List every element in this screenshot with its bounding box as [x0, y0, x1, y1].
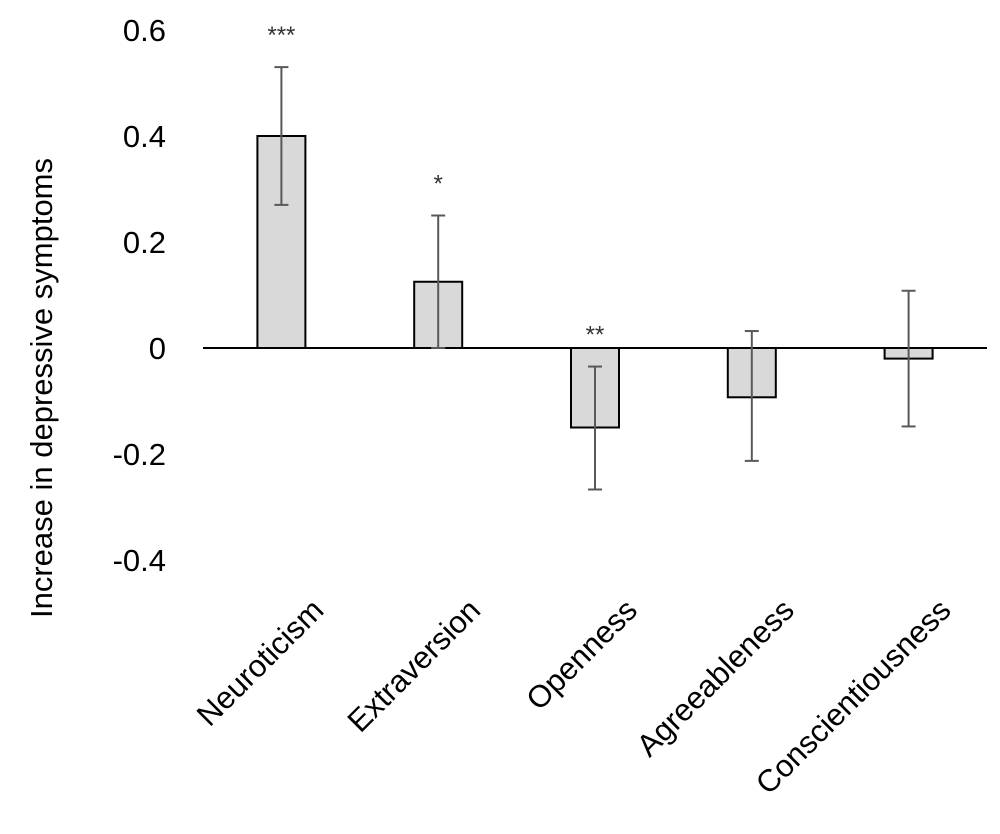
y-tick-label: -0.2 — [113, 437, 166, 472]
error-bar-neuroticism — [274, 66, 289, 206]
y-tick-label: 0.2 — [123, 225, 166, 260]
error-bar-agreeableness — [744, 330, 759, 462]
x-category-label: Extraversion — [341, 592, 488, 739]
error-bar-extraversion — [431, 214, 446, 349]
significance-marker: ** — [586, 322, 605, 349]
error-bar-conscientiousness — [901, 289, 916, 428]
category-labels: Neuroticism Extraversion OpennessAgreeable… — [190, 592, 958, 801]
y-tick-label: 0 — [149, 331, 166, 366]
y-tick-label: 0.4 — [123, 119, 166, 154]
y-axis-ticks: 0.6 0.4 0.2 0 -0.2 -0.4 — [113, 13, 166, 578]
x-category-label: Agreeableness — [630, 592, 801, 763]
x-category-label: Neuroticism — [190, 592, 330, 732]
significance-markers: ****** — [267, 22, 604, 348]
error-bar-openness — [588, 365, 602, 491]
significance-marker: *** — [267, 22, 295, 49]
significance-marker: * — [434, 171, 443, 198]
y-tick-label: 0.6 — [123, 13, 166, 48]
y-tick-label: -0.4 — [113, 543, 166, 578]
x-category-label: Openness — [519, 592, 644, 717]
y-axis-title: Increase in depressive symptoms — [24, 158, 59, 618]
error-bars — [274, 66, 916, 491]
